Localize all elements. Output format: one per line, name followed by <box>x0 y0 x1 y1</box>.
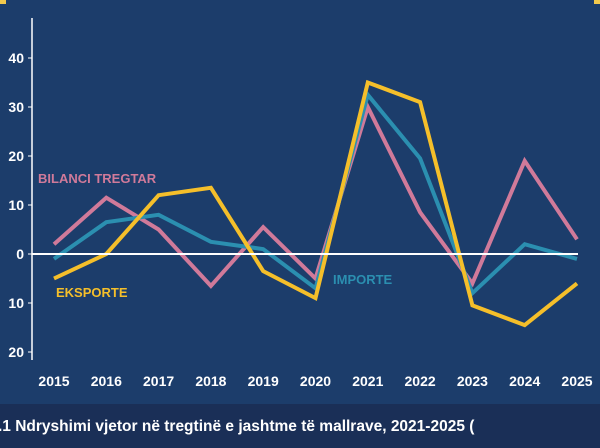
x-tick-label: 2016 <box>91 373 122 389</box>
figure-caption: .1 Ndryshimi vjetor në tregtinë e jashtm… <box>0 418 475 435</box>
x-tick-label: 2015 <box>38 373 69 389</box>
x-tick-label: 2020 <box>300 373 331 389</box>
top-right-accent <box>594 0 600 4</box>
series-label: EKSPORTE <box>56 285 128 300</box>
series-layer <box>32 79 579 328</box>
series-line-bilanci-tregtar <box>52 101 579 289</box>
y-tick-label: 40 <box>8 50 24 66</box>
x-tick-label: 2018 <box>195 373 226 389</box>
x-tick-label: 2022 <box>405 373 436 389</box>
series-line-importe <box>52 90 578 297</box>
y-tick-label: 10 <box>8 197 24 213</box>
y-tick-label: 20 <box>8 148 24 164</box>
x-tick-label: 2021 <box>352 373 383 389</box>
y-tick-label: 20 <box>8 344 24 360</box>
line-chart: 20 10 0 10 20 30 40 2015 2016 2017 2018 2019 2020 202… <box>8 18 593 389</box>
y-tick-label: 30 <box>8 99 24 115</box>
x-tick-label: 2017 <box>143 373 174 389</box>
x-tick-label: 2019 <box>248 373 279 389</box>
x-tick-label: 2025 <box>561 373 592 389</box>
x-tick-label: 2023 <box>457 373 488 389</box>
caption-bar <box>0 404 600 448</box>
y-tick-label: 10 <box>8 295 24 311</box>
top-left-accent <box>0 0 6 4</box>
axis-layer: 20 10 0 10 20 30 40 2015 2016 2017 2018 2019 2020 202… <box>8 18 593 389</box>
y-tick-label: 0 <box>16 246 24 262</box>
series-label-layer: BILANCI TREGTAR IMPORTE EKSPORTE <box>38 171 393 300</box>
series-line-eksporte <box>53 79 579 328</box>
series-label: BILANCI TREGTAR <box>38 171 157 186</box>
x-tick-label: 2024 <box>509 373 540 389</box>
series-label: IMPORTE <box>333 272 393 287</box>
